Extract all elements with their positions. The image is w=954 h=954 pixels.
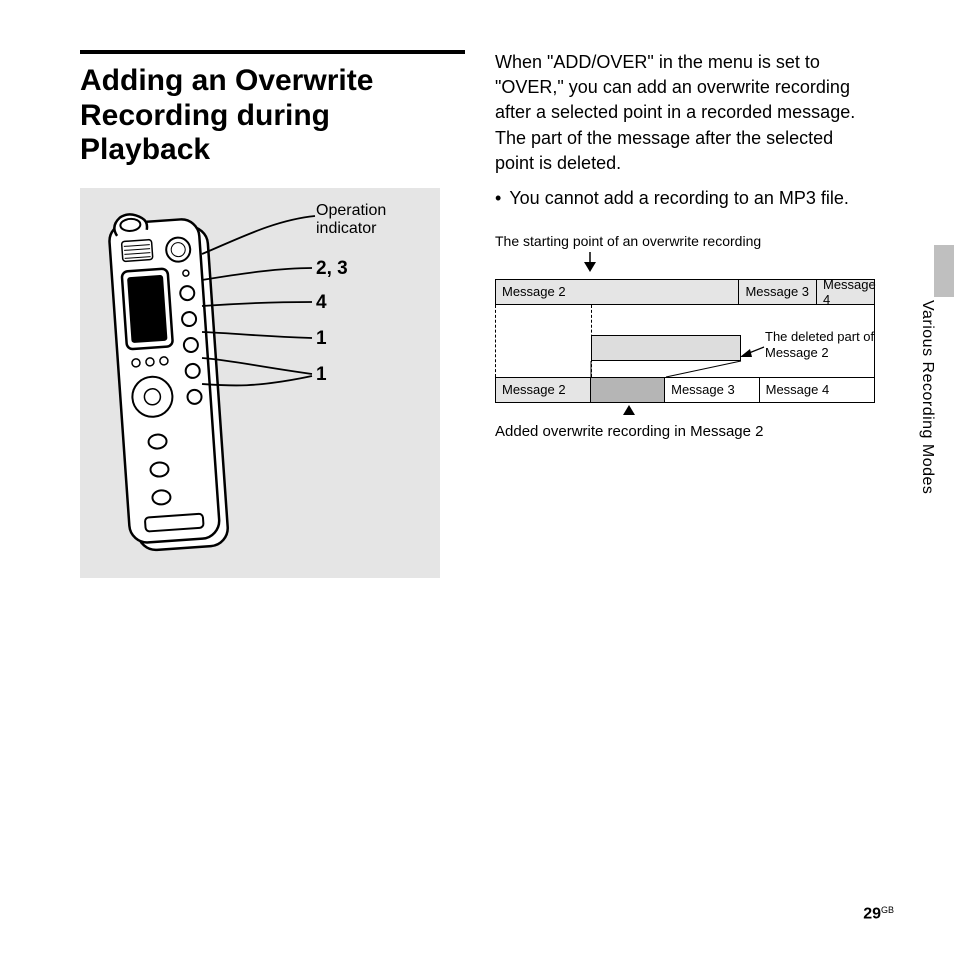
start-arrow <box>495 252 875 274</box>
timeline-segment: Message 2 <box>496 378 591 402</box>
left-column: Adding an Overwrite Recording during Pla… <box>80 50 465 578</box>
added-caption: Added overwrite recording in Message 2 <box>495 423 875 440</box>
device-illustration-panel: Operation indicator 2, 3 4 1 1 <box>80 188 440 578</box>
side-tab <box>934 245 954 297</box>
timeline-segment: Message 4 <box>760 378 874 402</box>
operation-indicator-label: Operation indicator <box>316 202 440 239</box>
timeline-segment: Message 3 <box>739 280 817 304</box>
bullet-dot-icon: • <box>495 186 501 211</box>
bullet-text: You cannot add a recording to an MP3 fil… <box>509 186 849 211</box>
page: Adding an Overwrite Recording during Pla… <box>0 0 954 954</box>
deleted-part-box <box>591 335 741 361</box>
overwrite-diagram: The starting point of an overwrite recor… <box>495 233 875 440</box>
callout-2-3: 2, 3 <box>316 258 348 280</box>
diagram-gap: The deleted part of Message 2 <box>495 305 875 377</box>
callout-1a: 1 <box>316 328 327 350</box>
deleted-part-label: The deleted part of Message 2 <box>765 329 885 360</box>
right-column: When "ADD/OVER" in the menu is set to "O… <box>495 50 875 578</box>
page-number: 29GB <box>863 905 894 924</box>
callout-4: 4 <box>316 292 327 314</box>
heading-rule <box>80 50 465 54</box>
side-section-label: Various Recording Modes <box>918 300 936 494</box>
timeline-segment: Message 2 <box>496 280 739 304</box>
section-heading: Adding an Overwrite Recording during Pla… <box>80 64 465 168</box>
recorder-drawing <box>98 200 258 570</box>
timeline-segment: Message 3 <box>665 378 760 402</box>
start-point-label: The starting point of an overwrite recor… <box>495 233 875 250</box>
timeline-before: Message 2Message 3Message 4 <box>495 279 875 305</box>
timeline-segment <box>591 378 666 402</box>
timeline-segment: Message 4 <box>817 280 874 304</box>
content-columns: Adding an Overwrite Recording during Pla… <box>80 50 894 578</box>
callout-1b: 1 <box>316 364 327 386</box>
added-marker-row <box>495 403 875 417</box>
timeline-after: Message 2 Message 3Message 4 <box>495 377 875 403</box>
body-paragraph: When "ADD/OVER" in the menu is set to "O… <box>495 50 875 176</box>
triangle-up-icon <box>623 405 635 415</box>
bullet-note: • You cannot add a recording to an MP3 f… <box>495 186 875 211</box>
